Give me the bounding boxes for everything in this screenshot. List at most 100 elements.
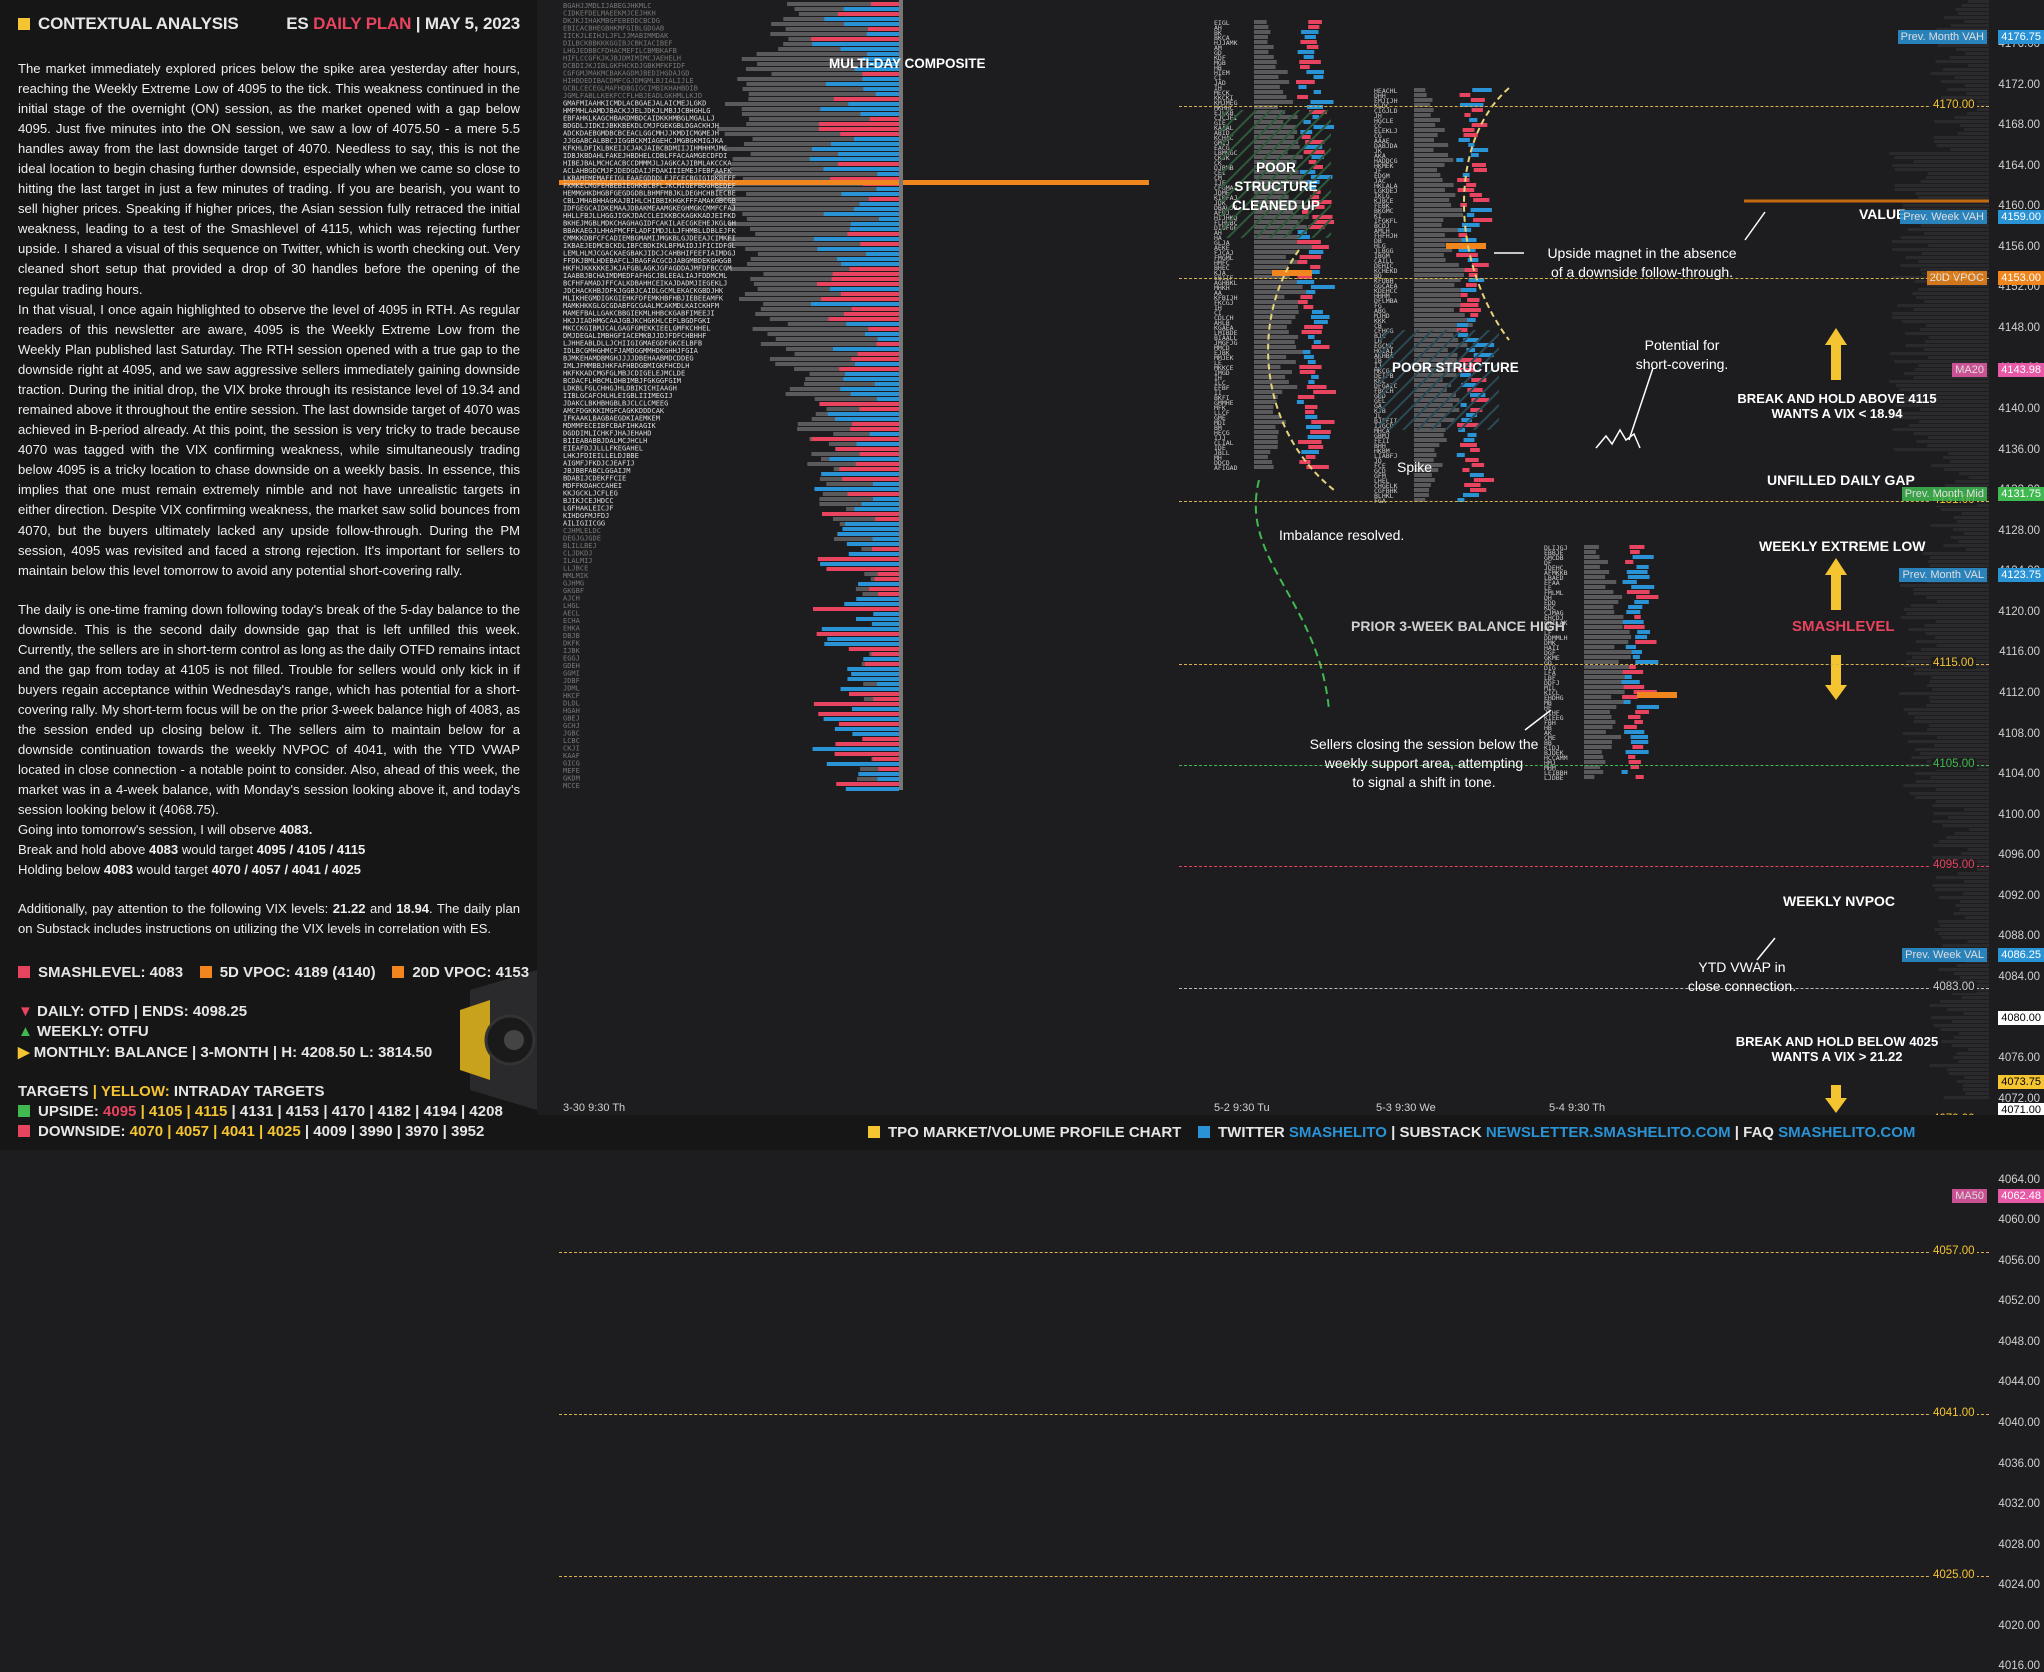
- legend-levels: SMASHLEVEL: 4083 5D VPOC: 4189 (4140) 20…: [18, 964, 529, 981]
- arrow-ytd-vwap: [1756, 937, 1776, 961]
- tpo-letter-row: AILIGIICGG: [563, 520, 605, 528]
- day-tpo-letters: LBAED: [1544, 574, 1564, 582]
- day-volume-bar: [1313, 90, 1322, 94]
- day-volume-bar: [1306, 385, 1327, 389]
- day-profile-bar: [1584, 545, 1599, 549]
- day-tpo-letters: BKCA: [1214, 34, 1230, 42]
- day-volume-bar: [1464, 113, 1471, 117]
- day-profile-bar: [1584, 735, 1622, 739]
- yellow-square-icon: [18, 18, 30, 30]
- tpo-letter-row: MAMEFBALLGAKCBBGIEKMLHHBCKGABFIMEEJI: [563, 310, 715, 318]
- day-profile-bar: [1254, 450, 1271, 454]
- day-volume-bar: [1300, 40, 1317, 44]
- right-volume-bar: [1905, 344, 1989, 347]
- faq-link[interactable]: SMASHELITO.COM: [1778, 1124, 1916, 1141]
- composite-bar: [727, 237, 899, 241]
- right-volume-bar: [1940, 1028, 1989, 1031]
- right-volume-bar: [1920, 268, 1989, 271]
- composite-vol-bar: [838, 722, 899, 726]
- substack-link[interactable]: NEWSLETTER.SMASHELITO.COM: [1485, 1124, 1731, 1141]
- day-profile-bar: [1414, 288, 1462, 292]
- right-volume-bar: [1921, 648, 1989, 651]
- chart-canvas[interactable]: BGAHJJMDLIJABEGJHKMLCCIDKEFDELMAEEKMJCEJ…: [559, 0, 1989, 1115]
- day-volume-bar: [1299, 60, 1321, 64]
- day-profile-bar: [1254, 335, 1299, 339]
- day-profile-bar: [1414, 163, 1445, 167]
- composite-vol-bar: [811, 437, 899, 441]
- day-profile-bar: [1414, 98, 1433, 102]
- composite-vol-bar: [857, 352, 899, 356]
- day-volume-bar: [1307, 360, 1316, 364]
- day-tpo-letters: LE: [1214, 359, 1222, 367]
- day-profile-bar: [1414, 463, 1443, 467]
- right-volume-bar: [1910, 604, 1989, 607]
- day-profile-bar: [1414, 458, 1434, 462]
- footer-faq-label: FAQ: [1743, 1124, 1774, 1141]
- right-volume-bar: [1913, 672, 1989, 675]
- right-volume-bar: [1967, 64, 1989, 67]
- right-volume-bar: [1942, 456, 1989, 459]
- tpo-letter-row: GGMI: [563, 670, 580, 678]
- composite-vol-bar: [836, 257, 899, 261]
- composite-vol-bar: [874, 382, 899, 386]
- composite-vol-bar: [817, 557, 899, 561]
- composite-vol-bar: [863, 87, 899, 91]
- composite-bar: [746, 82, 899, 86]
- right-volume-bar: [1936, 644, 1989, 647]
- day-tpo-letters: GMCDB: [1544, 554, 1564, 562]
- day-volume-bar: [1460, 443, 1477, 447]
- p7-text2: and: [365, 901, 397, 916]
- twitter-link[interactable]: SMASHELITO: [1288, 1124, 1387, 1141]
- composite-vol-bar: [878, 767, 899, 771]
- day-tpo-letters: GLJA: [1214, 239, 1230, 247]
- day-volume-bar: [1469, 118, 1478, 122]
- composite-vol-bar: [851, 672, 899, 676]
- right-volume-bar: [1925, 632, 1989, 635]
- day-tpo-letters: EHDHG: [1544, 694, 1564, 702]
- poor-structure-cleaned-label: POOR STRUCTURE CLEANED UP: [1232, 160, 1320, 213]
- day-profile-bar: [1414, 263, 1459, 267]
- p5-targets: 4095 / 4105 / 4115: [256, 842, 366, 858]
- composite-vol-bar: [860, 242, 899, 246]
- day-tpo-letters: LIABFJ: [1374, 452, 1398, 460]
- right-volume-bar: [1953, 528, 1989, 531]
- plan-title: ES DAILY PLAN | MAY 5, 2023: [286, 14, 520, 34]
- day-tpo-letters: GCD: [1374, 467, 1386, 475]
- composite-bar: [728, 222, 899, 226]
- tpo-chart[interactable]: BGAHJJMDLIJABEGJHKMLC CIDKEFDELMAEEKMJCEJ…: [559, 0, 1989, 1582]
- right-volume-bar: [1928, 560, 1989, 563]
- day-volume-bar: [1628, 755, 1636, 759]
- composite-bar: [716, 197, 899, 201]
- day-volume-bar: [1459, 308, 1481, 312]
- composite-vol-bar: [851, 707, 899, 711]
- day-profile-bar: [1414, 213, 1464, 217]
- right-volume-bar: [1931, 1016, 1989, 1019]
- day-volume-bar: [1634, 615, 1641, 619]
- level-line: [559, 1576, 1989, 1578]
- composite-bar: [748, 97, 899, 101]
- day-volume-bar: [1635, 660, 1659, 664]
- day-volume-bar: [1466, 213, 1475, 217]
- p6-text2: would target: [133, 862, 212, 878]
- day-tpo-letters: JD: [1374, 457, 1382, 465]
- right-volume-bar: [1952, 992, 1989, 995]
- day-volume-bar: [1297, 95, 1308, 99]
- tpo-letter-row: MLIKHEGMDIGKGIEHKFDFEMKHBFHBJIEBEEAMFK: [563, 295, 724, 303]
- day-volume-bar: [1469, 473, 1484, 477]
- day-tpo-letters: LJDBE: [1544, 774, 1564, 782]
- composite-vol-bar: [820, 297, 899, 301]
- tpo-letter-row: MKCCKGIBMJCALGAGFGMEKKIEELGMFKCHHEL: [563, 325, 711, 333]
- day-tpo-letters: BIAALL: [1214, 334, 1238, 342]
- tpo-letter-row: JDAKCLBKHBHGBLBJCLCLCMEEG: [563, 400, 668, 408]
- day-tpo-letters: HEACHL: [1374, 87, 1398, 95]
- day-volume-bar: [1313, 320, 1328, 324]
- right-volume-bar: [1960, 124, 1989, 127]
- composite-bar: [832, 517, 899, 521]
- day-profile-bar: [1254, 240, 1311, 244]
- composite-vol-bar: [854, 362, 899, 366]
- day-volume-bar: [1463, 438, 1475, 442]
- day-tpo-letters: JIHF: [1544, 709, 1560, 717]
- right-volume-bar: [1953, 1036, 1989, 1039]
- day-profile-bar: [1584, 580, 1617, 584]
- legend-weekly: ▲ WEEKLY: OTFU: [18, 1023, 149, 1040]
